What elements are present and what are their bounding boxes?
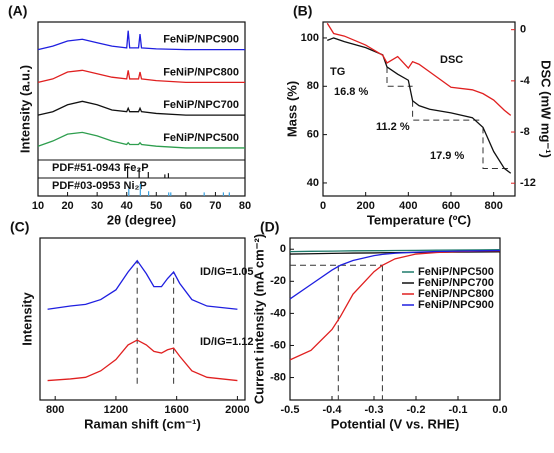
series-line (326, 22, 512, 116)
y-tick-label: -80 (270, 371, 286, 383)
annotation: 16.8 % (334, 86, 368, 98)
series-line (47, 259, 238, 310)
x-tick-label: -0.1 (449, 404, 468, 416)
x-tick-label: 50 (150, 200, 162, 212)
x-tick-label: -0.3 (365, 404, 384, 416)
panel-label: (A) (8, 3, 27, 19)
x-tick-label: 400 (399, 200, 417, 212)
y2-tick-label: -8 (520, 126, 530, 138)
series-line (47, 339, 238, 382)
series-line (37, 100, 245, 116)
x-tick-label: 20 (61, 200, 73, 212)
annotation: 11.2 % (376, 121, 410, 133)
y-axis-label: Intensity (a.u.) (17, 65, 32, 153)
reference-label: PDF#03-0953 Ni₂P (52, 180, 147, 192)
x-tick-label: -0.4 (323, 404, 343, 416)
annotation: ID/IG=1.05 (200, 266, 254, 278)
series-label: FeNiP/NPC700 (163, 99, 239, 111)
guide-line (482, 127, 511, 169)
x-tick-label: 60 (180, 200, 192, 212)
y2-tick-label: 0 (520, 24, 526, 36)
series-label: FeNiP/NPC900 (163, 34, 239, 46)
y-tick-label: 40 (307, 177, 319, 189)
x-axis-label: Temperature (ºC) (367, 212, 471, 227)
panel-label: (C) (10, 219, 29, 235)
x-tick-label: 70 (209, 200, 221, 212)
x-tick-label: 10 (32, 200, 44, 212)
x-axis-label: Raman shift (cm⁻¹) (84, 416, 201, 431)
series-line (37, 30, 245, 51)
x-tick-label: 0.0 (492, 404, 507, 416)
y2-tick-label: -12 (520, 177, 536, 189)
x-tick-label: 600 (442, 200, 460, 212)
y2-axis-label: DSC (mW mg⁻¹) (539, 60, 554, 158)
legend-label: FeNiP/NPC500 (418, 266, 494, 278)
annotation: 17.9 % (430, 150, 464, 162)
y-tick-label: 100 (301, 32, 319, 44)
x-tick-label: 200 (356, 200, 374, 212)
plot-frame (289, 237, 501, 401)
series-label: DSC (440, 54, 463, 66)
y-axis-label: Current intensity (mA cm⁻²) (251, 234, 266, 404)
y-axis-label: Intensity (19, 292, 34, 346)
panel-label: (D) (260, 219, 279, 235)
x-tick-label: 2000 (225, 404, 249, 416)
x-tick-label: 80 (239, 200, 251, 212)
x-tick-label: 1600 (164, 404, 188, 416)
series-label: TG (330, 66, 345, 78)
x-axis-label: Potential (V vs. RHE) (331, 416, 460, 431)
x-tick-label: -0.5 (281, 404, 300, 416)
x-tick-label: 800 (484, 200, 502, 212)
y-tick-label: 80 (307, 80, 319, 92)
y-tick-label: -60 (270, 339, 286, 351)
panel-label: (B) (293, 3, 312, 19)
legend-label: FeNiP/NPC900 (418, 299, 494, 311)
x-tick-label: 40 (121, 200, 133, 212)
x-tick-label: 800 (46, 404, 64, 416)
series-label: FeNiP/NPC800 (163, 66, 239, 78)
y-tick-label: 0 (280, 243, 286, 255)
legend-label: FeNiP/NPC800 (418, 288, 494, 300)
plot-frame (39, 237, 246, 401)
series-line (327, 37, 512, 174)
series-label: FeNiP/NPC500 (163, 132, 239, 144)
series-line (37, 69, 245, 84)
reference-label: PDF#51-0943 Fe₂P (52, 162, 149, 174)
x-tick-label: -0.2 (407, 404, 426, 416)
x-tick-label: 0 (320, 200, 326, 212)
y-tick-label: 60 (307, 129, 319, 141)
x-tick-label: 1200 (104, 404, 128, 416)
y2-tick-label: -4 (520, 75, 531, 87)
y-tick-label: -20 (270, 275, 286, 287)
legend-label: FeNiP/NPC700 (418, 277, 494, 289)
y-tick-label: -40 (270, 307, 286, 319)
plot-frame (37, 21, 246, 197)
x-axis-label: 2θ (degree) (107, 212, 176, 227)
x-tick-label: 30 (91, 200, 103, 212)
series-line (289, 249, 501, 253)
y-axis-label: Mass (%) (284, 81, 299, 137)
series-line (37, 131, 245, 149)
annotation: ID/IG=1.12 (200, 336, 254, 348)
plot-frame (322, 21, 516, 197)
series-line (289, 249, 501, 300)
